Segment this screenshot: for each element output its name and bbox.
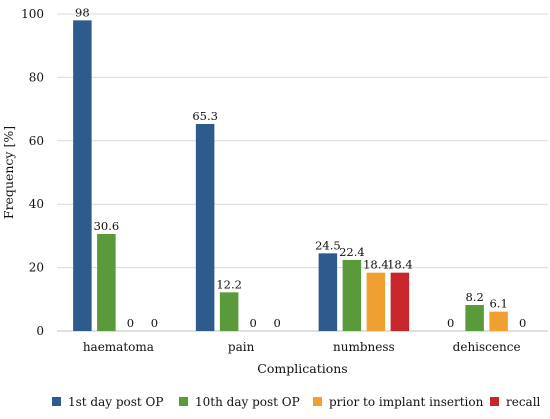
- data-label: 22.4: [339, 245, 365, 259]
- data-label: 12.2: [216, 277, 242, 291]
- x-category-label: numbness: [333, 340, 395, 354]
- bars: [73, 20, 508, 332]
- data-label: 0: [447, 316, 454, 330]
- data-label: 18.4: [363, 258, 389, 272]
- data-label: 24.5: [315, 238, 341, 252]
- y-axis-ticks: 0 20 40 60 80 100: [21, 7, 44, 338]
- legend: 1st day post OP 10th day post OP prior to …: [52, 395, 541, 409]
- data-label: 8.2: [465, 290, 483, 304]
- bar: [195, 123, 215, 332]
- data-label: 0: [151, 316, 158, 330]
- data-label: 18.4: [387, 258, 413, 272]
- gridlines: [57, 13, 548, 332]
- bar: [97, 233, 116, 331]
- legend-label: prior to implant insertion: [329, 395, 484, 409]
- legend-label: 10th day post OP: [195, 395, 300, 409]
- data-label: 98: [75, 5, 90, 19]
- data-label: 0: [249, 316, 256, 330]
- bar: [73, 20, 92, 332]
- data-label: 6.1: [489, 297, 507, 311]
- data-label: 30.6: [94, 219, 120, 233]
- legend-swatch: [179, 397, 188, 406]
- data-label: 65.3: [192, 109, 218, 123]
- y-tick-label: 40: [29, 197, 44, 211]
- bar: [366, 272, 386, 331]
- x-category-label: dehiscence: [453, 340, 521, 354]
- x-category-label: haematoma: [83, 340, 154, 354]
- y-tick-label: 0: [36, 324, 44, 338]
- y-tick-label: 60: [29, 134, 44, 148]
- bar: [318, 253, 338, 331]
- bar: [342, 259, 362, 331]
- legend-swatch: [52, 397, 61, 406]
- bar: [390, 272, 410, 331]
- bar: [219, 292, 239, 331]
- legend-swatch: [313, 397, 322, 406]
- data-label: 0: [273, 316, 280, 330]
- x-axis-categories: haematoma pain numbness dehiscence: [83, 340, 521, 354]
- legend-label: recall: [506, 395, 541, 409]
- bar: [465, 305, 484, 331]
- y-tick-label: 80: [29, 70, 44, 84]
- y-axis-title: Frequency [%]: [1, 126, 16, 219]
- y-tick-label: 100: [21, 7, 44, 21]
- y-tick-label: 20: [29, 261, 44, 275]
- x-axis-title: Complications: [257, 361, 347, 376]
- legend-swatch: [490, 397, 499, 406]
- bar: [489, 311, 508, 331]
- data-label: 0: [519, 316, 526, 330]
- data-label: 0: [127, 316, 134, 330]
- x-category-label: pain: [228, 340, 255, 354]
- legend-label: 1st day post OP: [68, 395, 163, 409]
